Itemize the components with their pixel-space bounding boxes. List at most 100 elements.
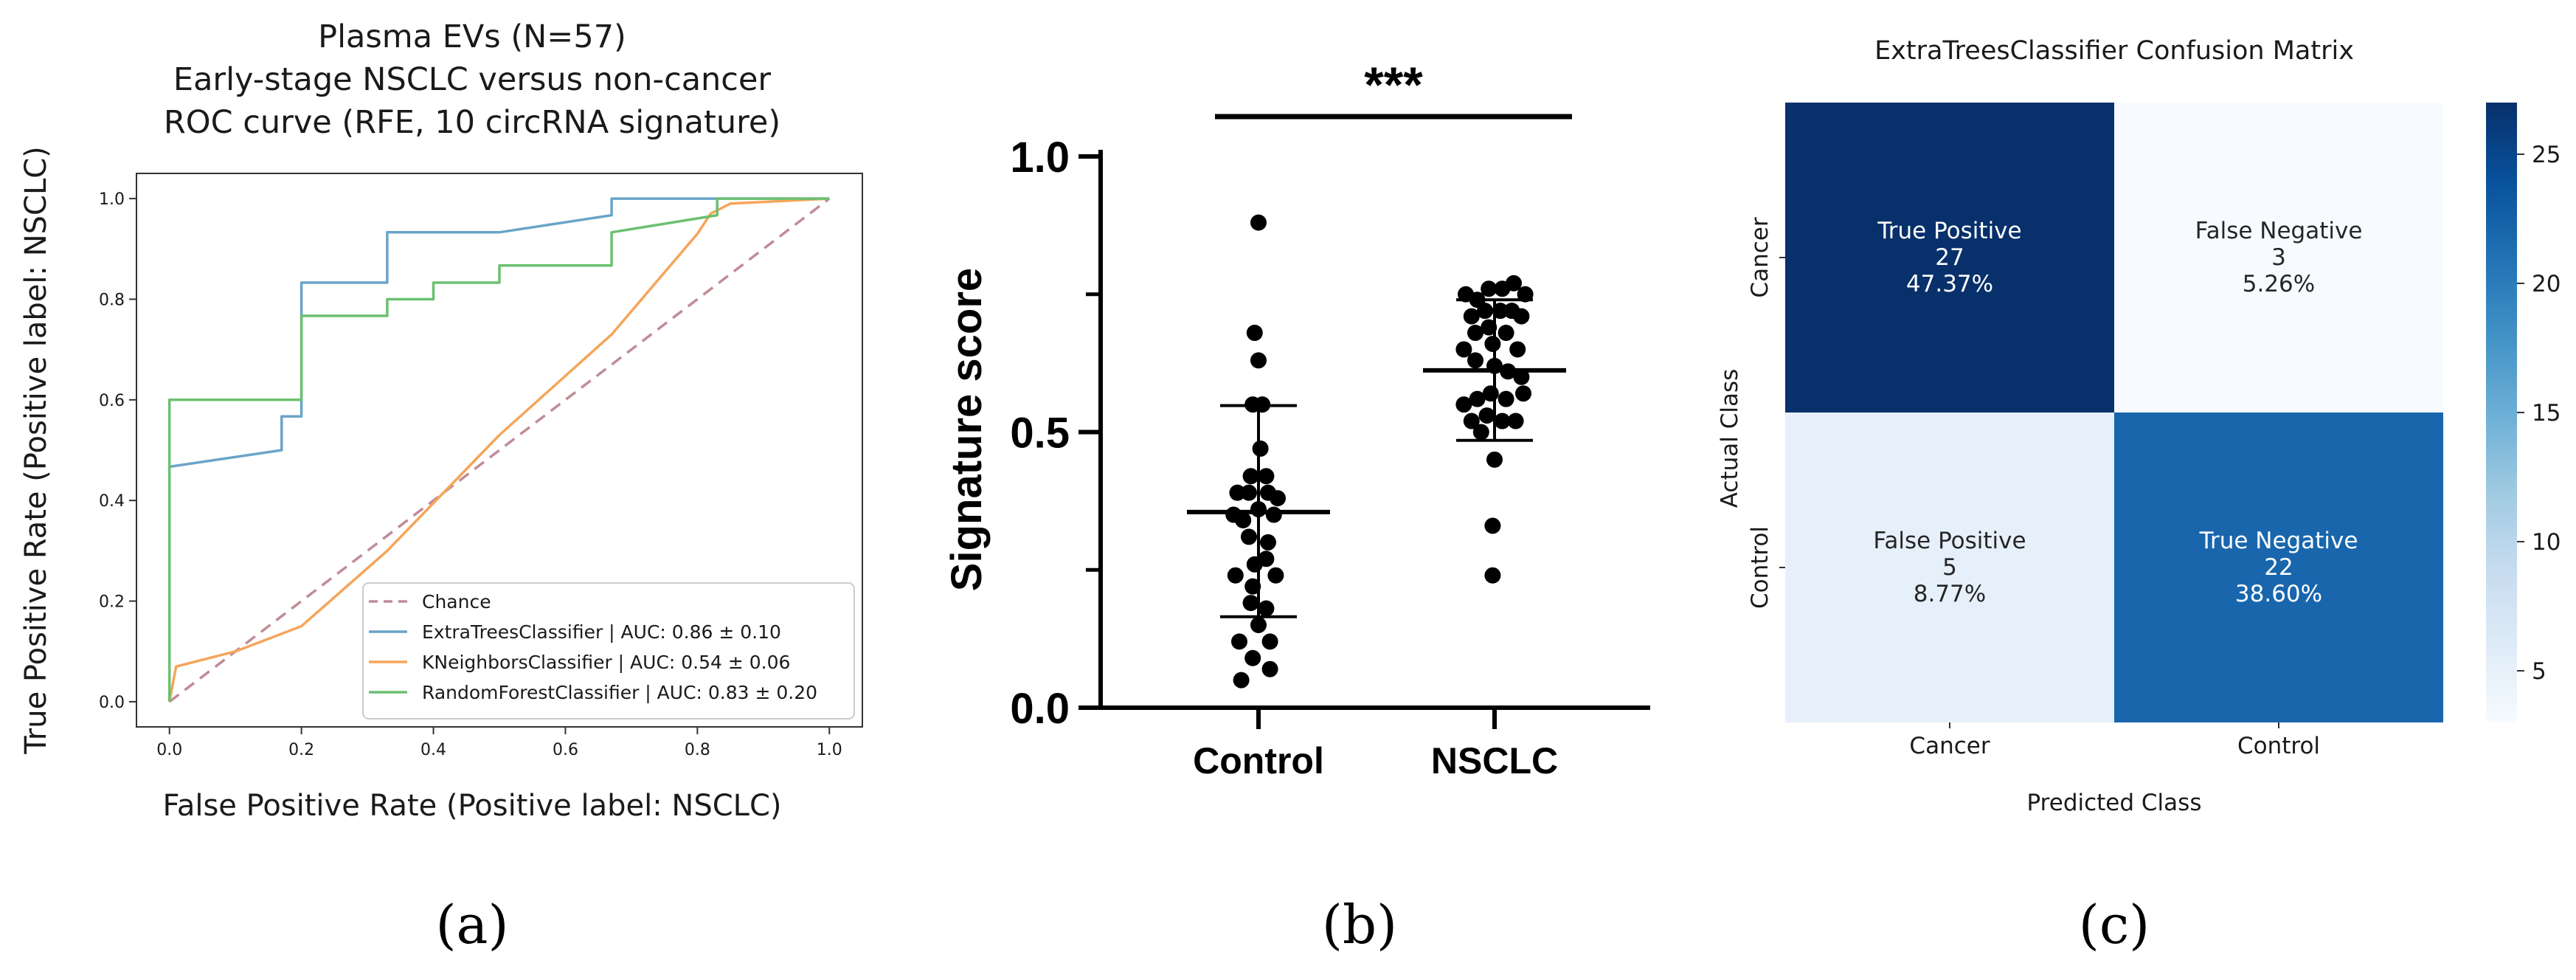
roc-x-axis-label: False Positive Rate (Positive label: NSC… xyxy=(163,789,782,823)
colorbar-tick-label: 10 xyxy=(2532,529,2561,556)
score-point xyxy=(1463,308,1480,325)
panel-label-b: (b) xyxy=(1322,894,1397,956)
score-point xyxy=(1478,407,1495,424)
roc-y-tick-label: 0.0 xyxy=(99,694,125,712)
score-point xyxy=(1267,567,1284,584)
score-y-tick-label: 1.0 xyxy=(1010,134,1070,182)
colorbar-tick-label: 5 xyxy=(2532,658,2546,685)
score-point xyxy=(1270,490,1286,507)
score-point xyxy=(1252,440,1269,457)
score-x-tick-label: NSCLC xyxy=(1431,740,1558,781)
roc-legend-box xyxy=(362,582,855,720)
score-point xyxy=(1455,341,1472,358)
score-point xyxy=(1250,214,1267,231)
roc-series-line xyxy=(167,197,830,702)
roc-legend-label: Chance xyxy=(422,591,491,612)
colorbar-tick-label: 25 xyxy=(2532,142,2561,168)
score-point xyxy=(1246,325,1263,342)
score-point xyxy=(1472,424,1489,441)
score-point xyxy=(1484,335,1501,352)
score-point xyxy=(1484,517,1501,534)
score-point xyxy=(1241,484,1257,501)
confusion-matrix-x-tick-label: Control xyxy=(2237,733,2320,759)
confusion-matrix-cell-text: 27 xyxy=(1935,244,1964,271)
roc-title-line: ROC curve (RFE, 10 circRNA signature) xyxy=(164,104,780,141)
confusion-matrix-cell xyxy=(2114,103,2443,413)
roc-title-line: Early-stage NSCLC versus non-cancer xyxy=(173,61,771,98)
score-point xyxy=(1486,451,1503,468)
score-y-ticks: 0.0 0.5 1.0 xyxy=(1010,134,1098,733)
score-point xyxy=(1467,325,1483,342)
confusion-matrix-cell-text: 3 xyxy=(2271,244,2286,271)
confusion-matrix-ticks: Cancer Control Cancer Control xyxy=(1747,217,2320,759)
score-point xyxy=(1498,325,1514,342)
roc-y-tick-label: 0.4 xyxy=(99,492,125,511)
score-y-tick-label: 0.0 xyxy=(1010,685,1070,733)
roc-plot-frame xyxy=(136,173,863,728)
significance-stars: *** xyxy=(1364,57,1423,113)
roc-y-tick-label: 0.2 xyxy=(99,593,125,612)
score-point xyxy=(1261,660,1278,677)
roc-x-tick-label: 0.0 xyxy=(156,741,182,759)
score-y-tick-label: 0.5 xyxy=(1010,410,1070,458)
score-point xyxy=(1250,352,1267,369)
confusion-matrix-cell-text: True Positive xyxy=(1877,218,2021,244)
score-point xyxy=(1513,308,1530,325)
colorbar-ticks: 5 10 15 20 25 xyxy=(2517,142,2561,685)
score-point xyxy=(1261,633,1278,650)
score-point xyxy=(1241,528,1257,545)
roc-legend-label: KNeighborsClassifier | AUC: 0.54 ± 0.06 xyxy=(422,652,790,673)
score-point xyxy=(1484,567,1501,584)
score-point xyxy=(1481,319,1498,336)
panel-label-a: (a) xyxy=(435,894,508,956)
panel-label-c: (c) xyxy=(2079,894,2150,956)
score-point xyxy=(1260,534,1276,551)
confusion-matrix-cell-text: True Negative xyxy=(2199,528,2358,554)
score-error-bars xyxy=(1187,298,1566,618)
score-point xyxy=(1506,275,1522,291)
score-point xyxy=(1242,468,1259,485)
score-point xyxy=(1227,567,1244,584)
roc-y-tick-label: 0.6 xyxy=(99,392,125,410)
score-point xyxy=(1507,413,1524,429)
score-point xyxy=(1515,385,1531,402)
roc-x-tick-label: 1.0 xyxy=(817,741,842,759)
roc-x-tick-label: 0.4 xyxy=(420,741,446,759)
confusion-matrix-cell xyxy=(1785,103,2114,413)
colorbar-tick-label: 20 xyxy=(2532,271,2561,297)
score-point xyxy=(1477,303,1493,320)
confusion-matrix-cell-text: 5 xyxy=(1942,554,1957,581)
roc-legend: Chance ExtraTreesClassifier | AUC: 0.86 ±… xyxy=(362,582,855,720)
score-point xyxy=(1494,413,1511,429)
score-point xyxy=(1481,280,1498,297)
confusion-matrix-cell-text: False Positive xyxy=(1873,528,2026,554)
score-point xyxy=(1482,385,1499,402)
confusion-matrix-y-tick-label: Control xyxy=(1747,526,1773,609)
signature-score-panel: 0.0 0.5 1.0 Control NSCLC Signature score *… xyxy=(943,57,1650,956)
confusion-matrix-y-tick-label: Cancer xyxy=(1747,217,1773,297)
score-point xyxy=(1233,672,1250,689)
score-point xyxy=(1463,413,1480,429)
roc-y-axis-label: True Positive Rate (Positive label: NSCL… xyxy=(19,146,53,755)
score-point xyxy=(1258,468,1275,485)
score-point xyxy=(1235,512,1252,529)
score-point xyxy=(1244,649,1261,666)
colorbar-tick-label: 15 xyxy=(2532,400,2561,427)
score-point xyxy=(1509,341,1526,358)
confusion-matrix-cell-text: 22 xyxy=(2264,554,2293,581)
confusion-matrix-cell xyxy=(1785,413,2114,722)
score-point xyxy=(1265,506,1282,523)
roc-legend-label: RandomForestClassifier | AUC: 0.83 ± 0.2… xyxy=(422,682,817,703)
confusion-matrix-cell-text: 5.26% xyxy=(2243,271,2315,297)
confusion-matrix-panel: ExtraTreesClassifier Confusion Matrix Tr… xyxy=(1717,36,2561,956)
roc-title: Plasma EVs (N=57) Early-stage NSCLC versu… xyxy=(164,18,780,141)
score-point xyxy=(1242,595,1259,612)
score-point xyxy=(1258,600,1275,617)
roc-x-tick-label: 0.8 xyxy=(685,741,710,759)
score-point xyxy=(1455,396,1472,413)
confusion-matrix-y-label: Actual Class xyxy=(1717,369,1743,508)
score-point xyxy=(1498,390,1514,407)
confusion-matrix-cell-text: 8.77% xyxy=(1914,581,1986,607)
